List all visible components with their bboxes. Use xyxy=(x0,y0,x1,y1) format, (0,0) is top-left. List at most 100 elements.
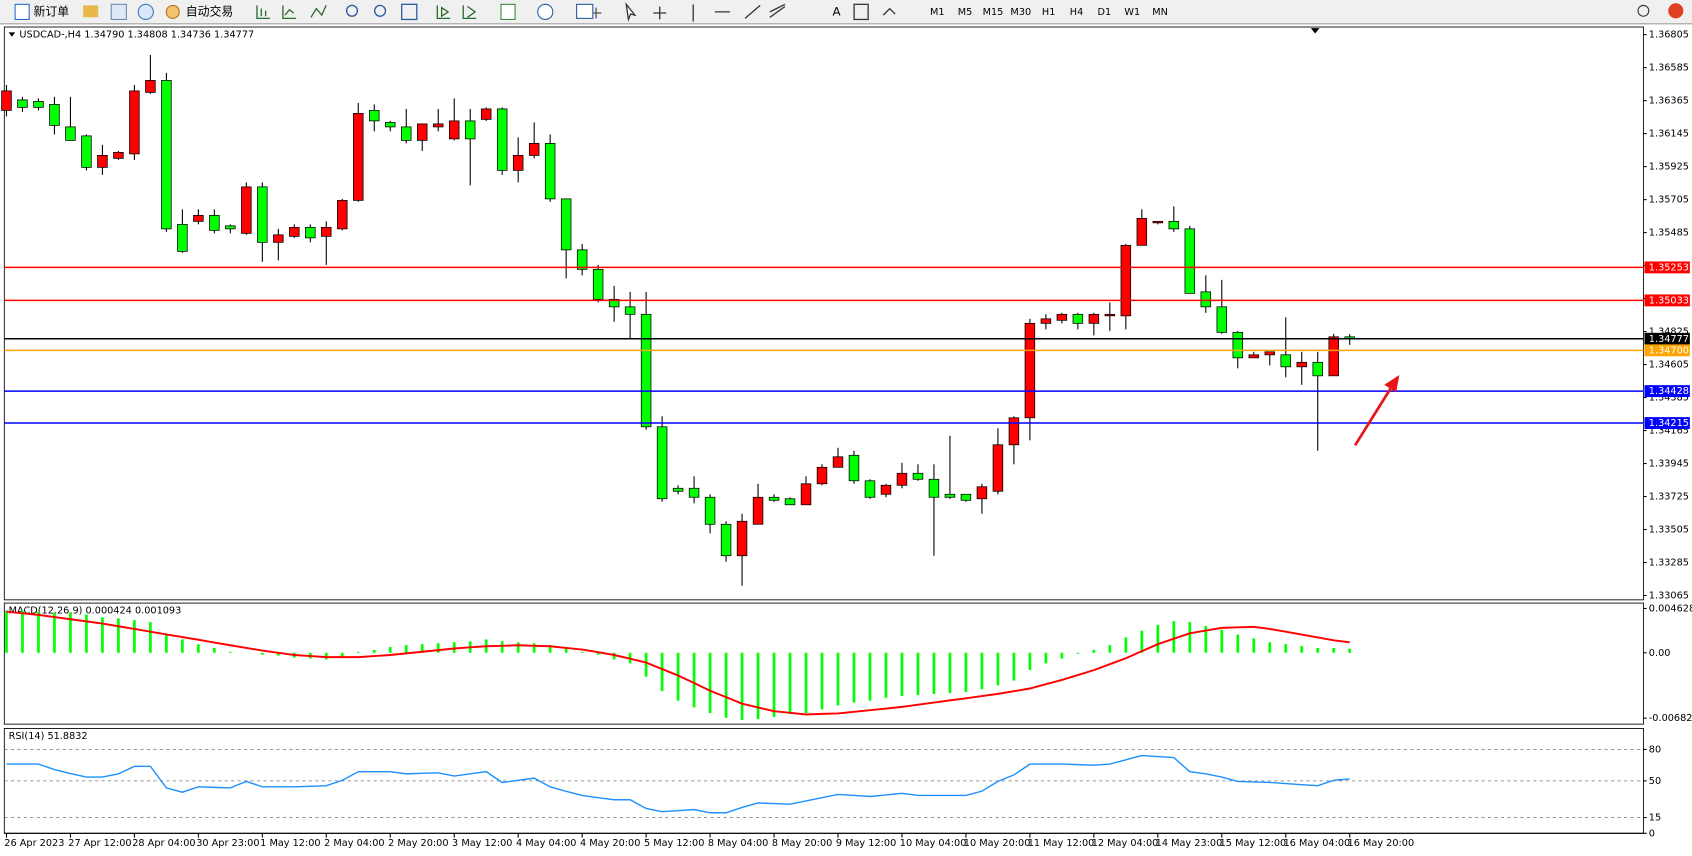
candle-body xyxy=(1,90,12,111)
candle-body xyxy=(944,493,956,498)
candle-body xyxy=(353,113,364,201)
timeframe-button[interactable]: H4 xyxy=(1070,7,1083,18)
y-tick-label: 15 xyxy=(1649,813,1661,824)
level-label-bg xyxy=(1644,344,1690,357)
x-tick-label: 28 Apr 04:00 xyxy=(132,838,195,849)
toolbar-icon[interactable] xyxy=(110,3,127,20)
timeframe-button[interactable]: MN xyxy=(1152,7,1168,18)
timeframe-button[interactable]: D1 xyxy=(1098,7,1112,18)
panel-frame xyxy=(3,602,1644,725)
timeframe-button[interactable]: M15 xyxy=(983,7,1004,18)
candle-body xyxy=(209,214,220,231)
y-tick-label: -0.006825 xyxy=(1649,713,1692,724)
tool-icon[interactable] xyxy=(282,5,296,20)
rsi-line xyxy=(6,754,1350,814)
crosshair-tool[interactable] xyxy=(653,6,667,20)
timeframe-button[interactable]: H1 xyxy=(1042,7,1055,18)
y-tick-label: 1.34165 xyxy=(1649,426,1689,437)
auto-trading-icon[interactable] xyxy=(165,4,180,19)
candle-body xyxy=(33,101,44,108)
candle-body xyxy=(864,480,876,498)
x-tick-label: 8 May 20:00 xyxy=(772,838,832,849)
candle-body xyxy=(1088,313,1100,324)
candle-body xyxy=(321,226,332,237)
candle-body xyxy=(1280,354,1291,368)
y-tick-label: 1.35485 xyxy=(1649,228,1689,239)
auto-trading-button[interactable]: 自动交易 xyxy=(186,4,233,18)
notification-icon[interactable] xyxy=(1668,3,1684,19)
timeframe-button[interactable]: M5 xyxy=(958,7,973,18)
x-tick-label: 15 May 12:00 xyxy=(1220,838,1287,849)
candle-body xyxy=(1152,220,1164,224)
candle-body xyxy=(1008,417,1020,446)
period-icon[interactable] xyxy=(537,3,554,20)
collapse-marker xyxy=(8,32,16,37)
draw-tools[interactable] xyxy=(692,3,786,22)
y-tick-label: 1.33725 xyxy=(1649,492,1689,503)
candle-body xyxy=(576,249,588,270)
x-tick-label: 4 May 04:00 xyxy=(516,838,576,849)
zoom-out[interactable] xyxy=(374,4,387,17)
timeframe-button[interactable]: M30 xyxy=(1010,7,1031,18)
x-tick-label: 16 May 20:00 xyxy=(1348,838,1415,849)
x-tick-label: 30 Apr 23:00 xyxy=(196,838,259,849)
tool-icon[interactable] xyxy=(256,5,270,20)
candle-body xyxy=(1184,228,1196,294)
candle-body xyxy=(432,123,444,128)
candle-body xyxy=(784,498,796,506)
candle-body xyxy=(241,186,252,234)
panel-frame xyxy=(3,26,1644,601)
candle-body xyxy=(1216,306,1228,333)
candle-body xyxy=(1104,313,1116,317)
candle-body xyxy=(992,444,1004,492)
new-order-button[interactable]: 新订单 xyxy=(33,4,69,18)
x-tick-label: 1 May 12:00 xyxy=(260,838,320,849)
candle-body xyxy=(512,155,524,171)
toolbar-icon[interactable] xyxy=(137,3,154,20)
text-tool[interactable]: A xyxy=(833,4,842,18)
tool-icon[interactable] xyxy=(310,5,327,18)
candle-body xyxy=(49,104,60,126)
candle-body xyxy=(928,478,940,498)
candle-body xyxy=(129,90,140,155)
toolbar-icon[interactable] xyxy=(83,5,99,18)
y-tick-label: 1.36145 xyxy=(1649,129,1689,140)
x-tick-label: 10 May 20:00 xyxy=(964,838,1031,849)
tool-icon[interactable] xyxy=(462,5,477,20)
arrow-tool[interactable] xyxy=(882,7,896,16)
new-order-icon[interactable] xyxy=(14,3,30,20)
x-tick-label: 9 May 12:00 xyxy=(836,838,896,849)
candle-body xyxy=(369,110,380,122)
candle-body xyxy=(800,483,812,506)
y-tick-label: 1.35925 xyxy=(1649,162,1689,173)
timeframe-button[interactable]: W1 xyxy=(1124,7,1140,18)
cursor-tool[interactable] xyxy=(625,2,637,22)
text-label-tool[interactable] xyxy=(853,3,869,21)
candle-body xyxy=(1248,354,1260,359)
y-tick-label: 1.36805 xyxy=(1649,30,1689,41)
candle-body xyxy=(225,225,236,230)
level-label: 1.35033 xyxy=(1649,295,1689,306)
indicator-icon[interactable] xyxy=(500,3,516,20)
tile-windows[interactable] xyxy=(401,3,418,21)
zoom-in[interactable] xyxy=(345,4,359,17)
timeframe-bar: M1 M5 M15 M30 H1 H4 D1 W1 MN xyxy=(930,7,1168,18)
candle-body xyxy=(688,487,700,498)
y-tick-label: 1.33505 xyxy=(1649,525,1689,536)
candle-body xyxy=(560,198,572,251)
level-label: 1.34215 xyxy=(1649,418,1689,429)
candle-body xyxy=(1328,336,1339,377)
y-tick-label: 1.36365 xyxy=(1649,96,1689,107)
candle-body xyxy=(1232,331,1244,359)
x-tick-label: 4 May 20:00 xyxy=(580,838,640,849)
candle-body xyxy=(1024,322,1036,419)
panel-title: RSI(14) 51.8832 xyxy=(9,731,88,742)
tool-icon[interactable] xyxy=(436,5,451,20)
template-icon[interactable] xyxy=(576,3,594,19)
candle-body xyxy=(177,223,188,252)
candle-body xyxy=(305,226,316,239)
candle-body xyxy=(832,456,844,468)
candle-body xyxy=(1168,220,1180,230)
timeframe-button[interactable]: M1 xyxy=(930,7,945,18)
search-icon[interactable] xyxy=(1637,4,1650,17)
